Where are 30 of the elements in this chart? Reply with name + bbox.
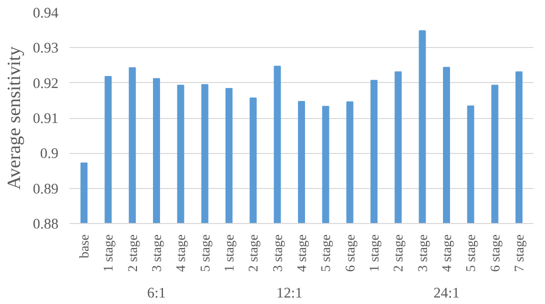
y-tick-label: 0.92 (32, 76, 59, 92)
x-tick-label: 6 stage (342, 234, 358, 272)
y-tick-label: 0.89 (32, 181, 59, 198)
x-tick-label: base (76, 234, 92, 258)
text: 12:1 (276, 286, 302, 302)
x-tick-label: 1 stage (100, 234, 116, 272)
x-tick-label: 1 stage (222, 234, 236, 272)
x-tick-label: 2 stage (124, 234, 140, 272)
y-tick-label: 0.88 (32, 216, 59, 232)
x-tick-label: 5 stage (463, 234, 478, 272)
x-tick-label: 7 stage (512, 234, 526, 272)
x-tick-label: 2 stage (390, 234, 406, 272)
x-tick-label: 5 stage (197, 234, 212, 272)
y-tick-label: 0.93 (32, 40, 59, 57)
x-tick-label: 2 stage (246, 234, 261, 272)
x-tick-label: 6 stage (487, 234, 502, 272)
x-tick-label: 4 stage (294, 234, 309, 272)
x-tick-label: 3 stage (270, 234, 285, 272)
text: 6:1 (147, 286, 166, 302)
x-tick-label: 4 stage (439, 234, 454, 272)
text: 24:1 (433, 286, 460, 302)
x-tick-label: 4 stage (173, 234, 188, 272)
x-tick-label: 3 stage (414, 234, 430, 272)
y-axis-title: Average sensitivity (4, 46, 25, 190)
y-tick-label: 0.94 (32, 6, 60, 22)
x-tick-label: 5 stage (318, 234, 334, 272)
y-tick-label: 0.9 (40, 146, 59, 162)
y-tick-label: 0.91 (32, 111, 59, 127)
x-tick-label: 1 stage (366, 234, 382, 272)
x-tick-label: 3 stage (149, 234, 164, 272)
